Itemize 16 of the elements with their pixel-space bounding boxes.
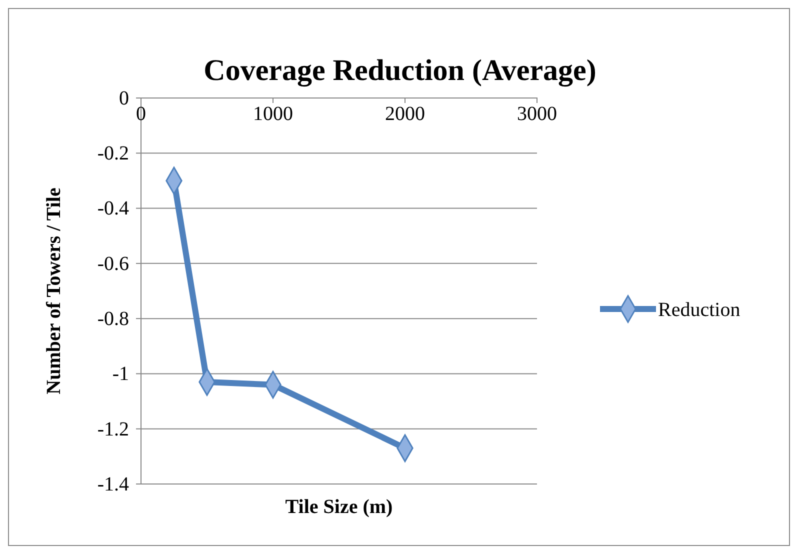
x-axis-title: Tile Size (m): [285, 496, 393, 518]
legend-label: Reduction: [658, 299, 740, 321]
y-tick-label: -1.2: [97, 418, 129, 440]
x-tick-label: 1000: [253, 103, 293, 126]
y-tick-label: -1.4: [97, 473, 129, 496]
x-tick-label: 0: [136, 103, 146, 126]
x-tick-label: 2000: [385, 103, 425, 126]
y-tick-label: -0.2: [97, 142, 129, 165]
y-tick-label: -1: [112, 363, 129, 386]
chart-title: Coverage Reduction (Average): [204, 54, 596, 87]
y-tick-label: 0: [119, 87, 129, 110]
y-tick-label: -0.4: [97, 198, 129, 220]
x-tick-label: 3000: [517, 103, 557, 126]
y-axis-title: Number of Towers / Tile: [43, 188, 65, 394]
y-tick-label: -0.8: [97, 308, 129, 330]
y-tick-label: -0.6: [97, 252, 129, 275]
